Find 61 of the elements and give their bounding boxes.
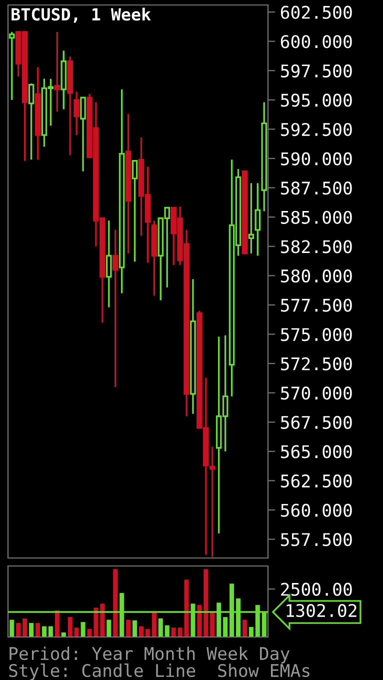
ref-line-label: 1302.02 (286, 604, 356, 618)
bar (138, 626, 144, 637)
candlestick (112, 229, 118, 388)
text: Style: Candle Line Show EMAs (9, 664, 310, 680)
y-tick-label: 557.500 (281, 533, 352, 546)
chart-title: BTCUSD, 1 Week (12, 8, 151, 23)
candlestick (28, 82, 34, 160)
y-tick-label: 2500.00 (281, 582, 352, 596)
bar (126, 620, 131, 637)
bar (132, 620, 138, 637)
candlestick (80, 96, 86, 172)
y-tick-label: 565.000 (281, 445, 352, 458)
bar (35, 622, 40, 637)
candlestick (254, 182, 261, 257)
bar (74, 628, 79, 637)
y-tick-label: 585.000 (281, 210, 352, 224)
bar (22, 618, 28, 637)
y-tick-label: 582.500 (281, 240, 352, 254)
bar (100, 604, 105, 637)
y-tick-label: 575.000 (281, 328, 352, 342)
y-tick-label: 562.500 (281, 474, 352, 488)
bar (42, 626, 46, 637)
text: Period: Year Month Week Day (10, 646, 290, 664)
y-tick-label: 560.000 (281, 504, 352, 517)
bar (145, 628, 150, 637)
bar (164, 625, 170, 637)
y-tick-label: 570.000 (281, 386, 352, 400)
bar (158, 618, 163, 637)
bar (197, 604, 202, 637)
candlestick (106, 220, 112, 308)
bar (171, 628, 176, 637)
bar (68, 617, 72, 637)
bar (248, 627, 254, 637)
bar (210, 612, 215, 637)
candlestick (8, 31, 15, 101)
bar (80, 622, 86, 637)
y-tick-label: 592.500 (281, 122, 352, 136)
y-tick-label: 587.500 (281, 182, 352, 195)
bar (113, 569, 118, 637)
y-tick-label: 577.500 (281, 298, 352, 312)
y-tick-label: 595.000 (281, 94, 352, 107)
bar (48, 626, 53, 637)
bar (223, 617, 228, 637)
bar (204, 569, 208, 637)
y-tick-label: 567.500 (281, 416, 352, 429)
y-tick-label: 572.500 (281, 357, 352, 370)
candlestick (74, 90, 80, 136)
bar (152, 612, 156, 637)
bar (16, 622, 21, 637)
candlestick (132, 160, 138, 262)
bar (242, 620, 247, 637)
y-tick-label: 597.500 (281, 64, 352, 78)
y-tick-label: 602.500 (280, 6, 352, 19)
y-tick-label: 580.000 (281, 269, 352, 283)
bar (10, 620, 14, 637)
y-tick-label: 600.000 (280, 35, 352, 48)
bar (106, 620, 112, 637)
candlestick (54, 31, 60, 112)
y-tick-label: 590.000 (281, 152, 352, 166)
bar (29, 622, 34, 637)
candlestick (248, 182, 254, 254)
